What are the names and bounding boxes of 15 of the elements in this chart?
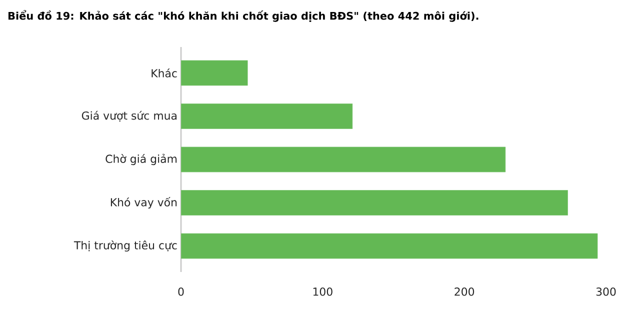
- x-tick-label: 300: [596, 288, 616, 296]
- bar: [181, 104, 353, 129]
- y-tick-label: Khác: [152, 68, 177, 78]
- y-tick-label: Khó vay vốn: [110, 197, 177, 209]
- bar: [181, 190, 568, 216]
- bar: [181, 233, 598, 259]
- bar: [181, 60, 248, 86]
- y-tick-label: Thị trường tiêu cực: [74, 240, 177, 252]
- chart-title: Biểu đồ 19: Khảo sát các "khó khăn khi chốt giao dịch BĐS" (theo 442 môi giới).: [8, 10, 478, 22]
- y-tick-label: Chờ giá giảm: [106, 154, 177, 166]
- y-tick-label: Giá vượt sức mua: [82, 110, 176, 122]
- x-tick-label: 0: [178, 288, 184, 296]
- bar: [181, 146, 506, 172]
- x-tick-label: 200: [454, 288, 474, 296]
- x-tick-label: 100: [313, 288, 332, 296]
